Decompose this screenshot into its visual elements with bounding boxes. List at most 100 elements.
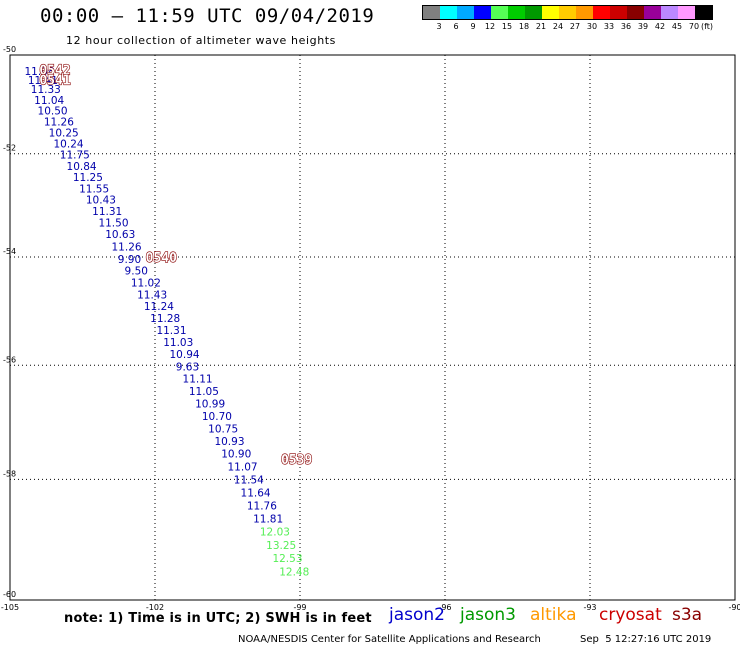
swh-value: 9.63 bbox=[176, 361, 199, 373]
legend-swatch bbox=[559, 6, 576, 19]
legend-swatch bbox=[440, 6, 457, 19]
swh-value: 11.04 bbox=[34, 95, 64, 107]
color-legend: 3 6 9 12 15 18 21 24 27 30 33 36 39 42 45 70 (ft) bbox=[422, 5, 713, 34]
lon-tick-label: -102 bbox=[146, 603, 164, 612]
swh-value: 10.43 bbox=[86, 195, 116, 207]
satellite-altika: altika bbox=[530, 605, 577, 625]
swh-value: 11.81 bbox=[253, 513, 283, 525]
legend-label: (ft) bbox=[700, 22, 714, 31]
swh-value: 10.90 bbox=[221, 449, 251, 461]
swh-value: 11.26 bbox=[44, 117, 74, 129]
legend-label: 21 bbox=[535, 22, 547, 31]
swh-value: 9.50 bbox=[125, 266, 148, 278]
time-label: 0542 bbox=[39, 64, 70, 79]
map-title: 00:00 – 11:59 UTC 09/04/2019 bbox=[40, 5, 375, 27]
legend-swatch bbox=[627, 6, 644, 19]
swh-value: 11.26 bbox=[112, 241, 142, 253]
legend-label: 18 bbox=[518, 22, 530, 31]
legend-swatch bbox=[678, 6, 695, 19]
satellite-jason3: jason3 bbox=[460, 605, 516, 625]
time-label: 0539 bbox=[281, 453, 312, 468]
time-label: 0541 bbox=[39, 73, 70, 88]
lon-tick-label: -99 bbox=[293, 603, 306, 612]
swh-value: 10.99 bbox=[195, 398, 225, 410]
footer-note: note: 1) Time is in UTC; 2) SWH is in fe… bbox=[64, 611, 372, 626]
swh-value: 10.93 bbox=[214, 436, 244, 448]
legend-swatch bbox=[576, 6, 593, 19]
legend-swatch bbox=[542, 6, 559, 19]
lat-tick-label: -52 bbox=[3, 144, 16, 153]
swh-value: 13.25 bbox=[266, 540, 296, 552]
legend-label: 3 bbox=[436, 22, 442, 31]
swh-value: 11.33 bbox=[31, 84, 61, 96]
swh-value: 11.03 bbox=[163, 337, 193, 349]
legend-swatch bbox=[457, 6, 474, 19]
legend-swatch bbox=[508, 6, 525, 19]
swh-value: 11.54 bbox=[234, 474, 264, 486]
swh-value: 11.41 bbox=[28, 75, 58, 87]
legend-swatch bbox=[474, 6, 491, 19]
legend-swatch bbox=[610, 6, 627, 19]
lon-tick-label: -96 bbox=[438, 603, 451, 612]
legend-label: 45 bbox=[671, 22, 683, 31]
legend-label: 70 bbox=[688, 22, 700, 31]
swh-value: 11.50 bbox=[98, 217, 128, 229]
swh-value: 11.43 bbox=[137, 289, 167, 301]
swh-value: 12.48 bbox=[279, 567, 309, 579]
observation-labels: 11.0811.4111.3311.0410.5011.2610.2510.24… bbox=[25, 66, 310, 579]
swh-value: 11.11 bbox=[183, 374, 213, 386]
swh-value: 10.70 bbox=[202, 411, 232, 423]
map-frame bbox=[9, 54, 736, 601]
swh-value: 11.24 bbox=[144, 301, 174, 313]
credit-text: NOAA/NESDIS Center for Satellite Applica… bbox=[238, 634, 541, 645]
lat-tick-label: -60 bbox=[3, 590, 16, 599]
legend-label: 42 bbox=[654, 22, 666, 31]
legend-swatch bbox=[695, 6, 712, 19]
swh-value: 11.05 bbox=[189, 386, 219, 398]
swh-value: 11.08 bbox=[25, 66, 55, 78]
swh-value: 11.25 bbox=[73, 172, 103, 184]
legend-label: 24 bbox=[552, 22, 564, 31]
swh-value: 11.64 bbox=[241, 487, 271, 499]
swh-value: 12.53 bbox=[272, 553, 302, 565]
legend-label: 30 bbox=[586, 22, 598, 31]
swh-value: 10.24 bbox=[54, 139, 84, 151]
lat-tick-label: -50 bbox=[3, 45, 16, 54]
swh-value: 11.31 bbox=[156, 325, 186, 337]
lat-tick-label: -56 bbox=[3, 355, 16, 364]
lon-tick-label: -105 bbox=[1, 603, 19, 612]
swh-value: 10.75 bbox=[208, 423, 238, 435]
swh-value: 11.28 bbox=[150, 313, 180, 325]
legend-label: 12 bbox=[484, 22, 496, 31]
swh-value: 9.90 bbox=[118, 254, 141, 266]
legend-label: 36 bbox=[620, 22, 632, 31]
lon-tick-label: -90 bbox=[728, 603, 740, 612]
map-subtitle: 12 hour collection of altimeter wave hei… bbox=[66, 34, 337, 47]
legend-swatch bbox=[491, 6, 508, 19]
swh-value: 12.03 bbox=[260, 527, 290, 539]
swh-value: 11.75 bbox=[60, 150, 90, 162]
legend-swatch bbox=[525, 6, 542, 19]
swh-value: 10.50 bbox=[38, 106, 68, 118]
swh-value: 11.07 bbox=[228, 462, 258, 474]
legend-swatches bbox=[422, 5, 713, 20]
swh-value: 11.76 bbox=[247, 500, 277, 512]
legend-labels: 3 6 9 12 15 18 21 24 27 30 33 36 39 42 45 70 (ft) bbox=[422, 20, 713, 34]
swh-value: 11.02 bbox=[131, 277, 161, 289]
swh-value: 10.84 bbox=[67, 161, 97, 173]
satellite-cryosat: cryosat bbox=[599, 605, 662, 625]
legend-label: 27 bbox=[569, 22, 581, 31]
swh-value: 10.94 bbox=[170, 349, 200, 361]
swh-value: 10.63 bbox=[105, 229, 135, 241]
legend-label: 6 bbox=[453, 22, 459, 31]
lat-tick-label: -58 bbox=[3, 469, 16, 478]
legend-label: 15 bbox=[501, 22, 513, 31]
legend-swatch bbox=[593, 6, 610, 19]
swh-value: 11.55 bbox=[79, 183, 109, 195]
time-label: 0540 bbox=[146, 251, 177, 266]
legend-swatch bbox=[423, 6, 440, 19]
satellite-jason2: jason2 bbox=[389, 605, 445, 625]
graticule bbox=[10, 55, 735, 600]
